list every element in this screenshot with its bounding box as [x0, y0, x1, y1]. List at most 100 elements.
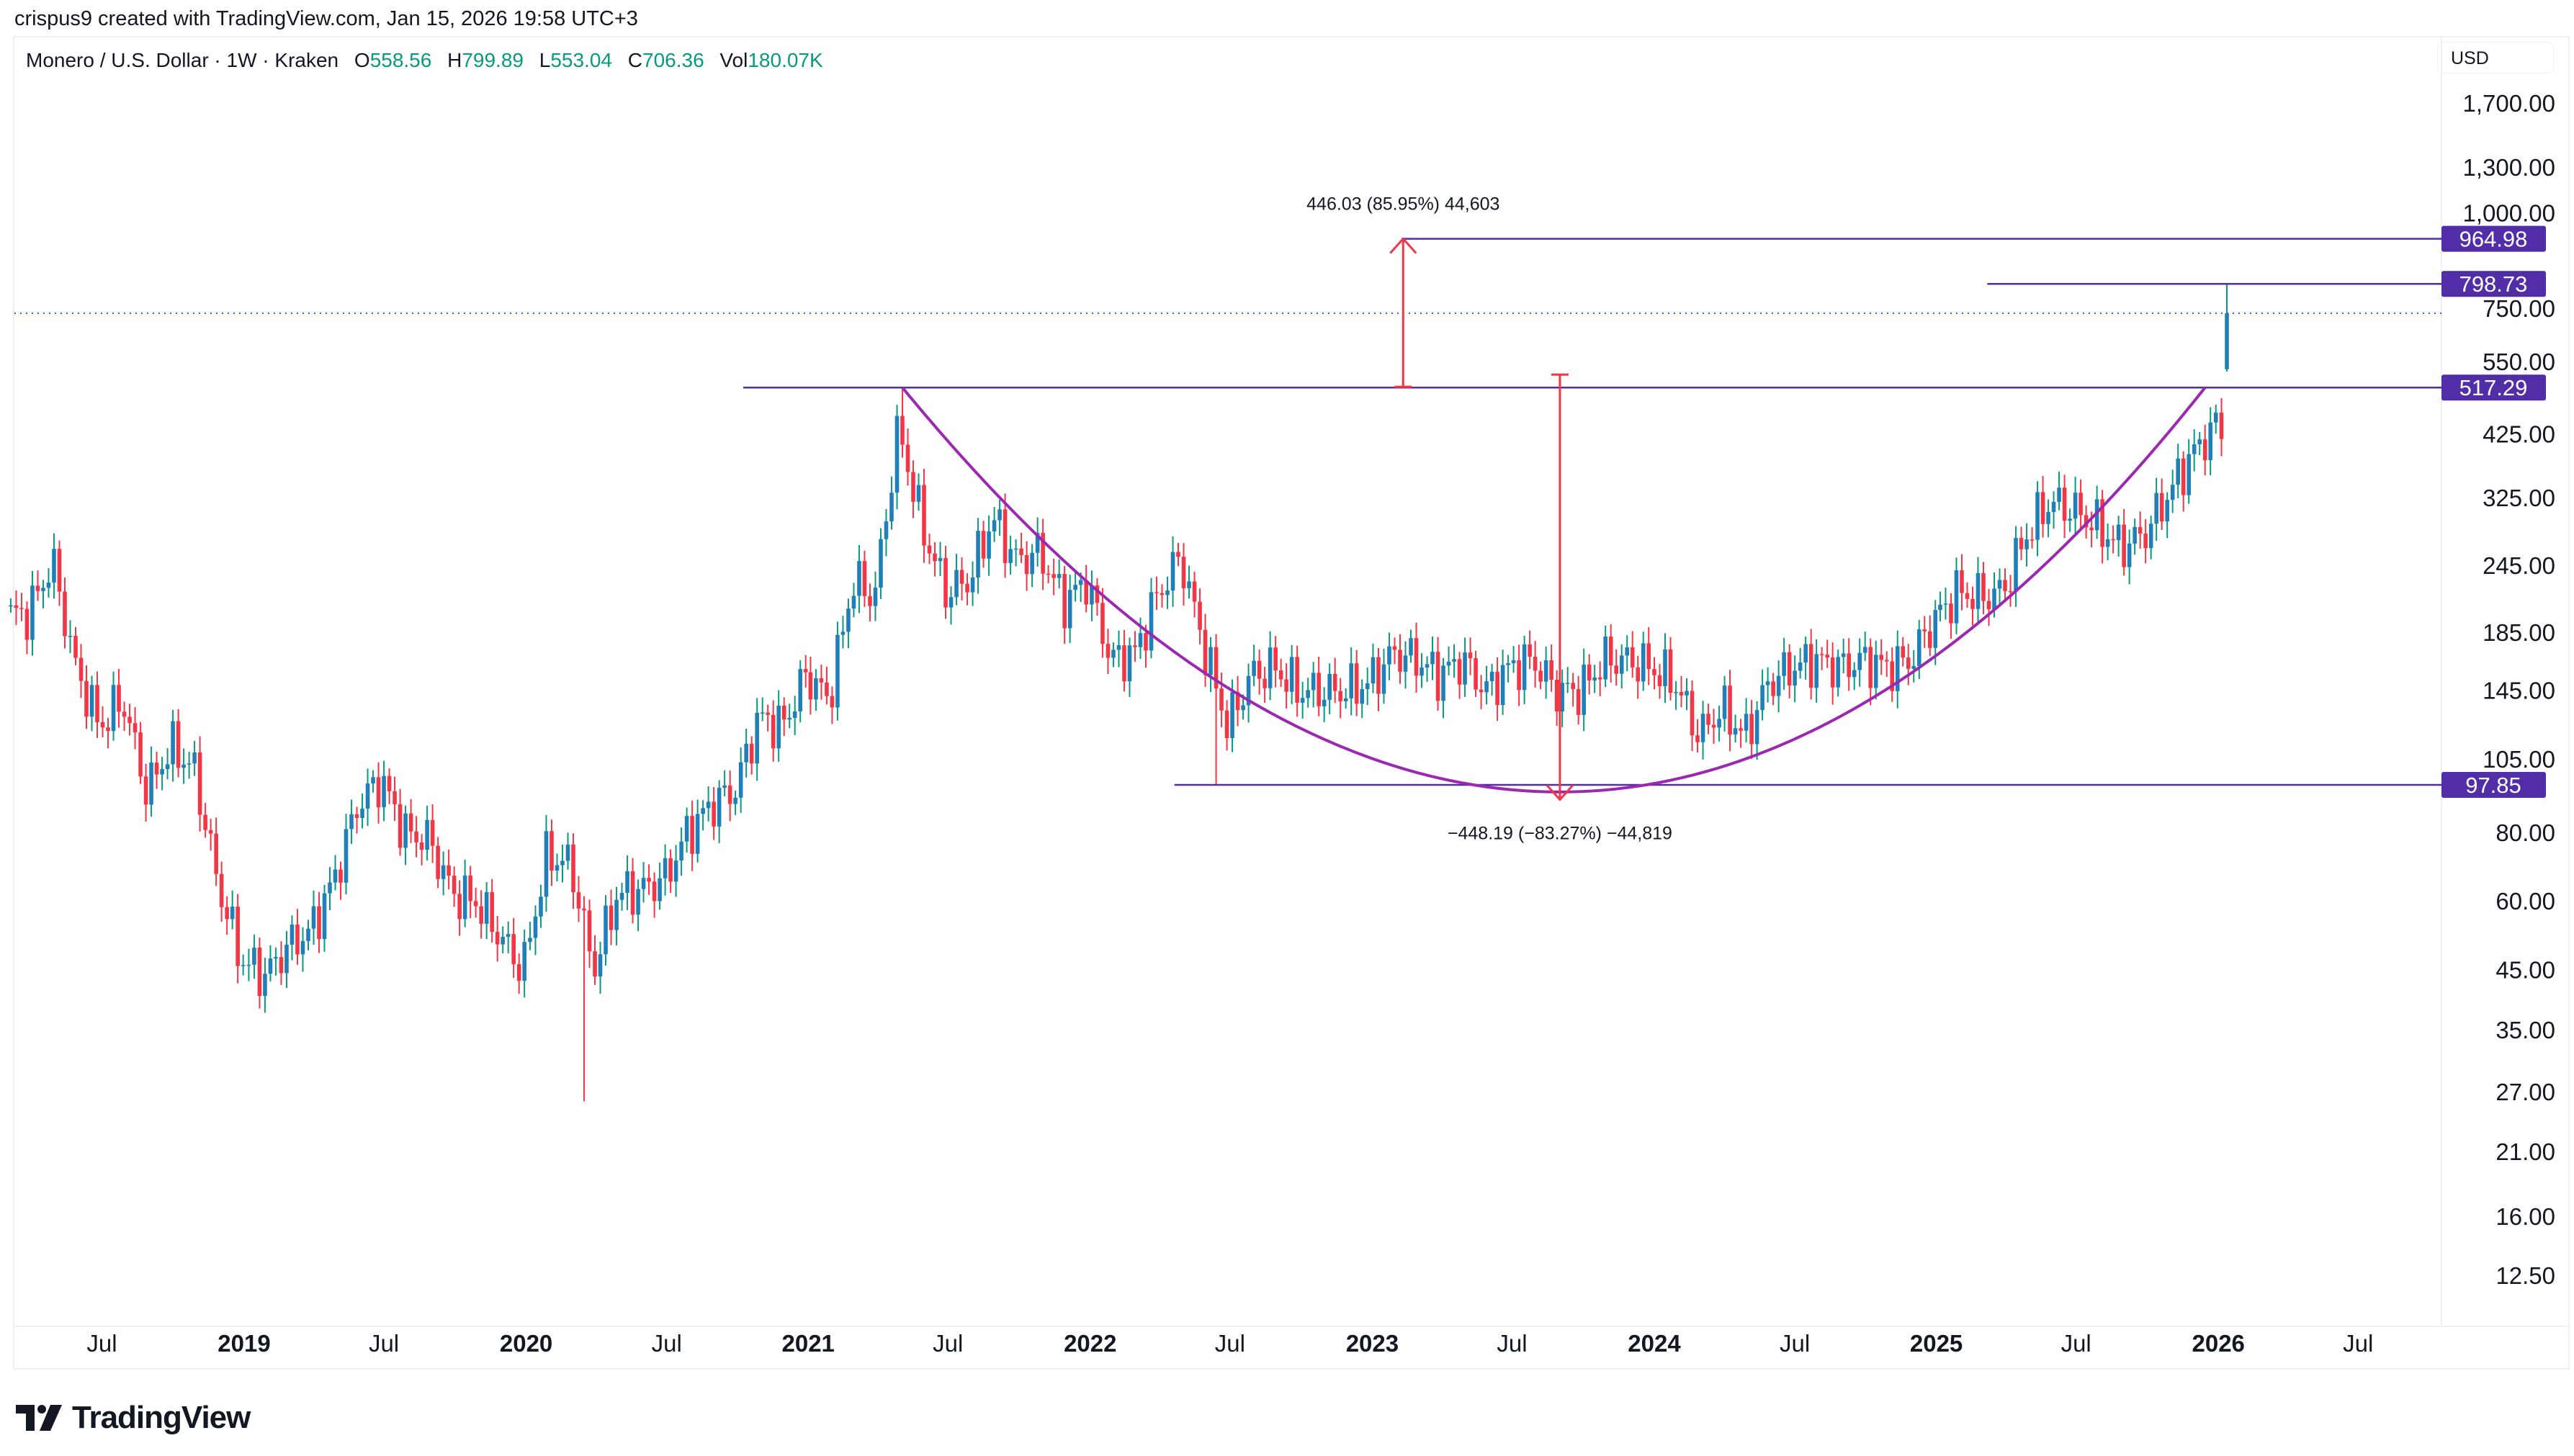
currency-button[interactable]: USD [2437, 42, 2554, 73]
candle [652, 881, 657, 902]
tradingview-logo[interactable]: TradingView [16, 1400, 251, 1436]
candle [387, 776, 392, 791]
candle [143, 776, 148, 805]
candle [1365, 683, 1370, 689]
candle [889, 493, 894, 522]
price-label-text: 964.98 [2459, 227, 2528, 252]
candle [2208, 422, 2213, 461]
drawings[interactable]: 446.03 (85.95%) 44,603 −448.19 (−83.27%) … [14, 194, 2441, 844]
candle [1181, 557, 1186, 588]
candle [376, 777, 381, 808]
candles [9, 283, 2229, 1102]
candle [203, 814, 207, 830]
time-tick: Jul [2061, 1330, 2091, 1357]
candle [1884, 660, 1889, 662]
candle [1879, 655, 1884, 660]
volume-label: Vol [719, 49, 748, 71]
candle [192, 752, 197, 764]
candle [100, 722, 105, 728]
candle [1278, 670, 1283, 680]
price-label-box: 964.98 [2441, 225, 2546, 252]
price-tick: 105.00 [2483, 746, 2555, 773]
candle [1446, 661, 1451, 666]
candle [922, 485, 926, 546]
time-axis[interactable]: Jul 2019 Jul 2020 Jul 2021 Jul 2022 Jul 2023 Jul 20… [86, 1330, 2373, 1357]
candle [2154, 493, 2158, 524]
candle [706, 801, 711, 809]
candle [30, 585, 35, 640]
candle [2008, 590, 2013, 593]
time-tick: 2025 [1910, 1330, 1963, 1357]
candle [1398, 650, 1402, 672]
candle [1614, 665, 1618, 674]
candle [430, 819, 435, 846]
candle [2035, 492, 2040, 540]
candle [68, 636, 73, 637]
candle [1641, 643, 1646, 682]
price-axis[interactable]: 1,700.00 1,300.00 1,000.00 750.00 550.00 425.… [2463, 90, 2555, 1289]
candle [501, 937, 505, 945]
candle [354, 814, 359, 818]
candle [1711, 724, 1716, 728]
candle [2159, 493, 2164, 522]
candle [1852, 670, 1857, 678]
open-label: O [354, 49, 370, 71]
candle [1489, 671, 1494, 681]
candle [539, 896, 543, 917]
candle [1976, 572, 1981, 609]
candle [1771, 681, 1775, 696]
candle [1057, 574, 1062, 578]
candle [1268, 647, 1273, 688]
candle [1911, 665, 1916, 669]
candle [63, 591, 67, 637]
candle [2089, 527, 2094, 531]
price-tick: 60.00 [2495, 888, 2555, 915]
candle [1403, 655, 1408, 672]
candle [1090, 585, 1094, 605]
candle [587, 910, 592, 952]
candle [1263, 678, 1267, 688]
symbol-legend: Monero / U.S. Dollar · 1W · Kraken O558.… [26, 49, 823, 72]
candle [690, 816, 694, 854]
candle [933, 553, 937, 562]
candle [1803, 644, 1808, 663]
time-tick: 2021 [781, 1330, 834, 1357]
candle [965, 583, 969, 593]
candle [1317, 673, 1321, 706]
candle [290, 925, 295, 945]
candle [684, 816, 689, 842]
candle [1981, 572, 1986, 601]
candle [1965, 593, 1970, 599]
candle [1587, 664, 1592, 680]
price-tick: 27.00 [2495, 1079, 2555, 1105]
candle [1857, 652, 1862, 670]
candle [1468, 652, 1473, 659]
candle [2046, 512, 2050, 524]
candle [1543, 660, 1548, 682]
candle [344, 829, 349, 883]
candle [1679, 691, 1684, 696]
candle [257, 948, 262, 997]
candle [658, 878, 662, 902]
candle [625, 871, 629, 893]
candle [1230, 692, 1234, 738]
candle [1041, 533, 1045, 574]
candle [95, 685, 99, 722]
time-tick: Jul [369, 1330, 399, 1357]
candle [300, 940, 305, 955]
candle [1284, 679, 1288, 692]
candle [1814, 654, 1819, 688]
candle [781, 705, 786, 720]
candle [533, 916, 538, 938]
candle [2181, 458, 2186, 495]
candle [1144, 633, 1148, 651]
candle [2148, 523, 2153, 549]
candle [408, 813, 413, 832]
time-tick: Jul [86, 1330, 117, 1357]
price-tick: 185.00 [2483, 619, 2555, 646]
candle [555, 865, 560, 871]
arrow-down-icon [1546, 784, 1574, 801]
candle [133, 723, 138, 733]
candle [911, 472, 915, 502]
